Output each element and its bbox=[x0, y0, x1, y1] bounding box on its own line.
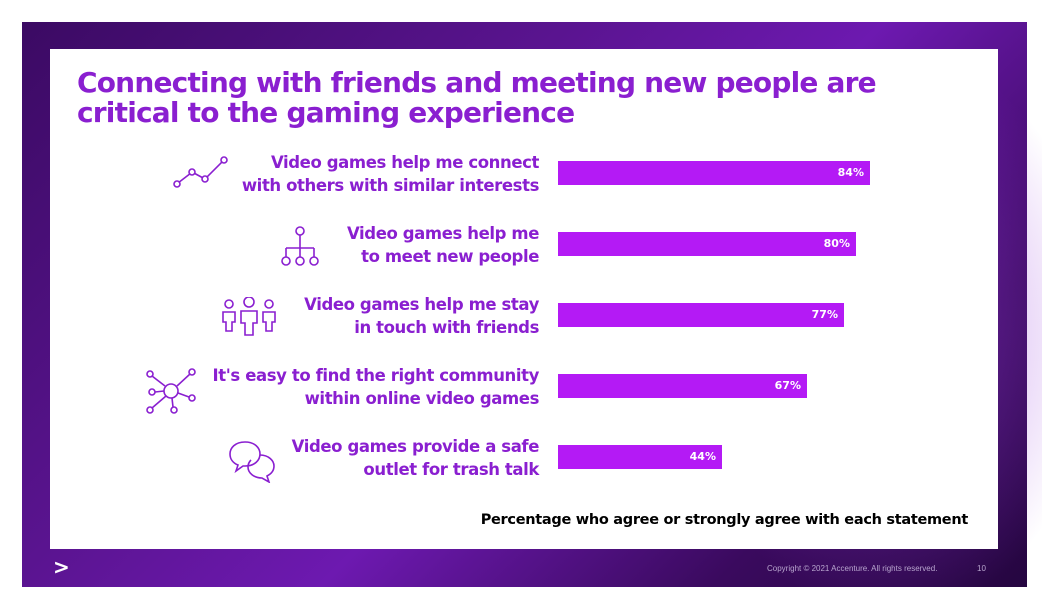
copyright-text: Copyright © 2021 Accenture. All rights r… bbox=[767, 564, 938, 573]
bar-value-label: 84% bbox=[837, 166, 864, 179]
chart-footnote: Percentage who agree or strongly agree w… bbox=[480, 512, 969, 528]
category-label-line: in touch with friends bbox=[354, 318, 539, 337]
category-label-line: within online video games bbox=[304, 389, 540, 408]
category-label-line: Video games help me connect bbox=[270, 153, 539, 172]
category-label: Video games help me connect with others w… bbox=[241, 151, 540, 197]
chart-row: Video games help me stay in touch with fr… bbox=[0, 293, 1049, 343]
network-hub-icon bbox=[146, 368, 196, 418]
chart-row: It's easy to find the right community wit… bbox=[0, 364, 1049, 414]
chart-row: Video games help me to meet new people 80% bbox=[0, 222, 1049, 272]
category-label-line: It's easy to find the right community bbox=[212, 366, 540, 385]
trend-line-icon bbox=[172, 155, 230, 193]
category-label-line: Video games help me stay bbox=[304, 295, 539, 314]
chart-row: Video games help me connect with others w… bbox=[0, 151, 1049, 201]
category-label: Video games help me to meet new people bbox=[347, 222, 539, 268]
accenture-logo-mark: > bbox=[53, 555, 70, 579]
category-label: Video games help me stay in touch with fr… bbox=[304, 293, 539, 339]
category-label: Video games provide a safe outlet for tra… bbox=[291, 435, 540, 481]
bar: 44% bbox=[558, 445, 722, 469]
bar: 77% bbox=[558, 303, 844, 327]
people-group-icon bbox=[220, 296, 278, 343]
hierarchy-icon bbox=[278, 226, 322, 272]
slide-card bbox=[50, 49, 998, 549]
bar: 80% bbox=[558, 232, 856, 256]
bar-value-label: 67% bbox=[774, 379, 801, 392]
bar-value-label: 44% bbox=[689, 450, 716, 463]
bar-value-label: 77% bbox=[811, 308, 838, 321]
category-label-line: to meet new people bbox=[361, 247, 539, 266]
bar-value-label: 80% bbox=[823, 237, 850, 250]
chat-bubbles-icon bbox=[228, 439, 278, 487]
category-label-line: Video games help me bbox=[346, 224, 539, 243]
category-label-line: with others with similar interests bbox=[241, 176, 540, 195]
category-label-line: outlet for trash talk bbox=[363, 460, 539, 479]
category-label: It's easy to find the right community wit… bbox=[212, 364, 540, 410]
slide-title: Connecting with friends and meeting new … bbox=[77, 66, 877, 129]
chart-row: Video games provide a safe outlet for tra… bbox=[0, 435, 1049, 485]
bar: 67% bbox=[558, 374, 807, 398]
category-label-line: Video games provide a safe bbox=[291, 437, 540, 456]
bar: 84% bbox=[558, 161, 870, 185]
page-number: 10 bbox=[977, 564, 986, 573]
